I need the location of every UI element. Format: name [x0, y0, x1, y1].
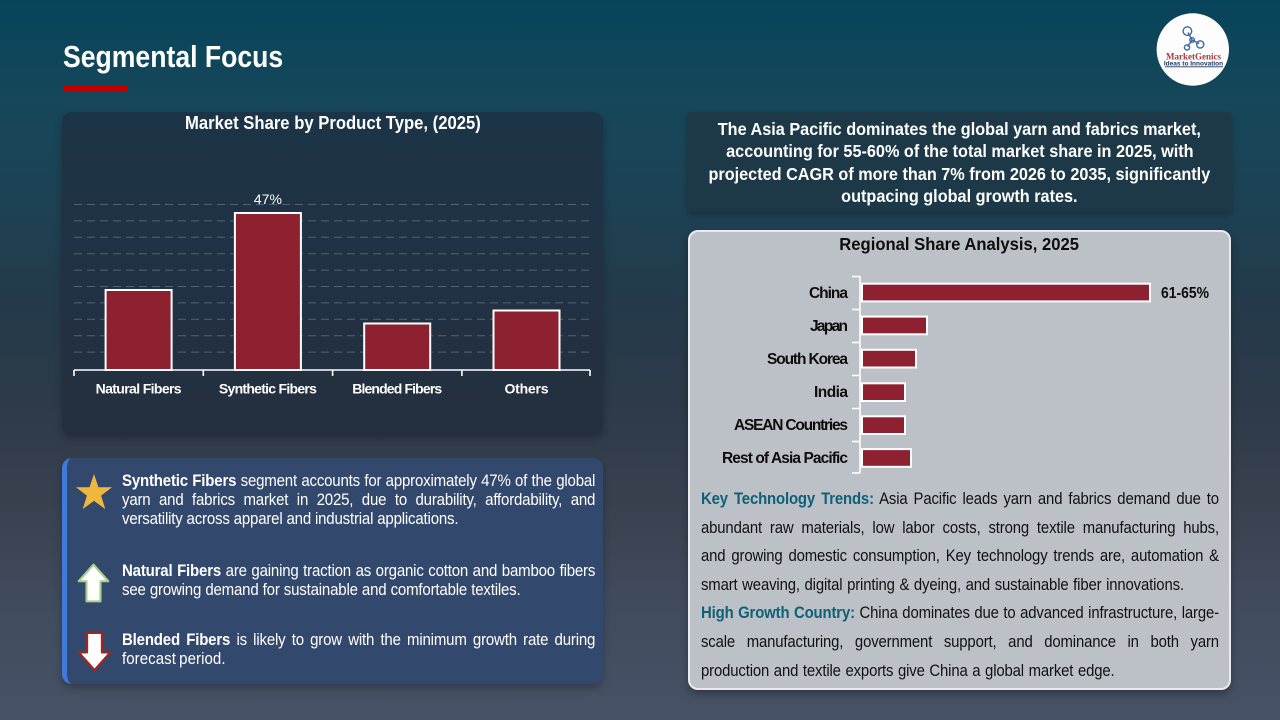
- svg-text:India: India: [814, 384, 848, 401]
- svg-text:Japan: Japan: [810, 318, 848, 335]
- svg-text:Ideas to Innovation: Ideas to Innovation: [1164, 60, 1223, 67]
- svg-text:South Korea: South Korea: [767, 351, 848, 368]
- svg-text:China: China: [809, 285, 848, 302]
- svg-text:MarketGenics: MarketGenics: [1166, 52, 1221, 62]
- svg-text:ASEAN Countries: ASEAN Countries: [734, 417, 848, 434]
- svg-text:61-65%: 61-65%: [1161, 285, 1209, 302]
- svg-text:Others: Others: [505, 381, 549, 397]
- svg-text:Natural Fibers: Natural Fibers: [96, 381, 182, 397]
- svg-text:Rest of Asia Pacific: Rest of Asia Pacific: [722, 450, 848, 467]
- svg-text:47%: 47%: [254, 191, 282, 207]
- svg-text:Synthetic Fibers: Synthetic Fibers: [219, 381, 317, 397]
- svg-text:Blended Fibers: Blended Fibers: [352, 381, 442, 397]
